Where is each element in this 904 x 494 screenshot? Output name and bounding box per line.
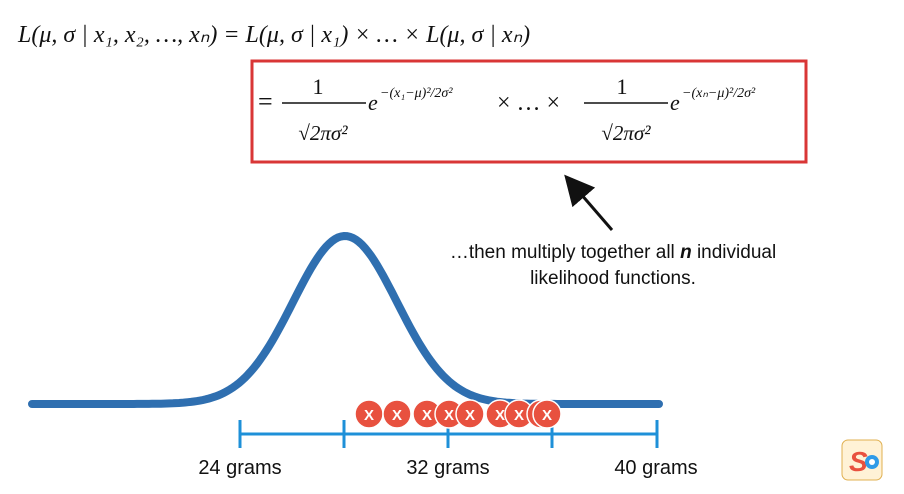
exponential-base-1: e bbox=[368, 90, 378, 115]
axis-label-32: 32 grams bbox=[406, 457, 489, 479]
sample-marker: X bbox=[354, 399, 384, 429]
times-ellipsis: × … × bbox=[497, 90, 560, 116]
sample-marker-label: X bbox=[392, 407, 402, 424]
numerator-1: 1 bbox=[313, 74, 324, 99]
sample-marker-label: X bbox=[422, 407, 432, 424]
statquest-logo-icon: S bbox=[841, 439, 883, 481]
exponent-1: −(x₁−μ)²/2σ² bbox=[380, 86, 453, 101]
sample-marker-label: X bbox=[364, 407, 374, 424]
sample-marker: X bbox=[382, 399, 412, 429]
sample-markers: XXXXXXXXX bbox=[354, 399, 562, 429]
sample-marker-label: X bbox=[465, 407, 475, 424]
sample-marker: X bbox=[412, 399, 442, 429]
numerator-n: 1 bbox=[617, 74, 628, 99]
denominator-1: √2πσ² bbox=[298, 121, 348, 145]
denominator-n: √2πσ² bbox=[601, 121, 651, 145]
equation-line-2: = 1 √2πσ² e −(x₁−μ)²/2σ² × … × 1 √2πσ² e… bbox=[258, 74, 756, 145]
annotation-line-2: likelihood functions. bbox=[530, 268, 696, 289]
axis-label-40: 40 grams bbox=[614, 457, 697, 479]
sample-marker: X bbox=[532, 399, 562, 429]
annotation-line-1: …then multiply together all n individual bbox=[450, 242, 776, 263]
sample-marker-label: X bbox=[542, 407, 552, 424]
sample-marker-label: X bbox=[514, 407, 524, 424]
equals-sign: = bbox=[258, 87, 273, 116]
svg-text:S: S bbox=[849, 446, 868, 477]
exponential-base-n: e bbox=[670, 90, 680, 115]
highlight-box bbox=[250, 59, 808, 164]
sample-marker: X bbox=[455, 399, 485, 429]
sample-marker-circle bbox=[455, 399, 485, 429]
pointer-arrow bbox=[564, 174, 614, 231]
axis-label-24: 24 grams bbox=[198, 457, 281, 479]
sample-marker-circle bbox=[532, 399, 562, 429]
equation-line-1: L(μ, σ | x₁, x₂, …, xₙ) = L(μ, σ | x₁) ×… bbox=[17, 22, 530, 48]
sample-marker-label: X bbox=[495, 407, 505, 424]
fraction-term-1: 1 √2πσ² bbox=[282, 74, 366, 145]
sample-marker-label: X bbox=[444, 407, 454, 424]
fraction-term-n: 1 √2πσ² bbox=[584, 74, 668, 145]
sample-marker-circle bbox=[382, 399, 412, 429]
exponent-n: −(xₙ−μ)²/2σ² bbox=[682, 86, 756, 101]
